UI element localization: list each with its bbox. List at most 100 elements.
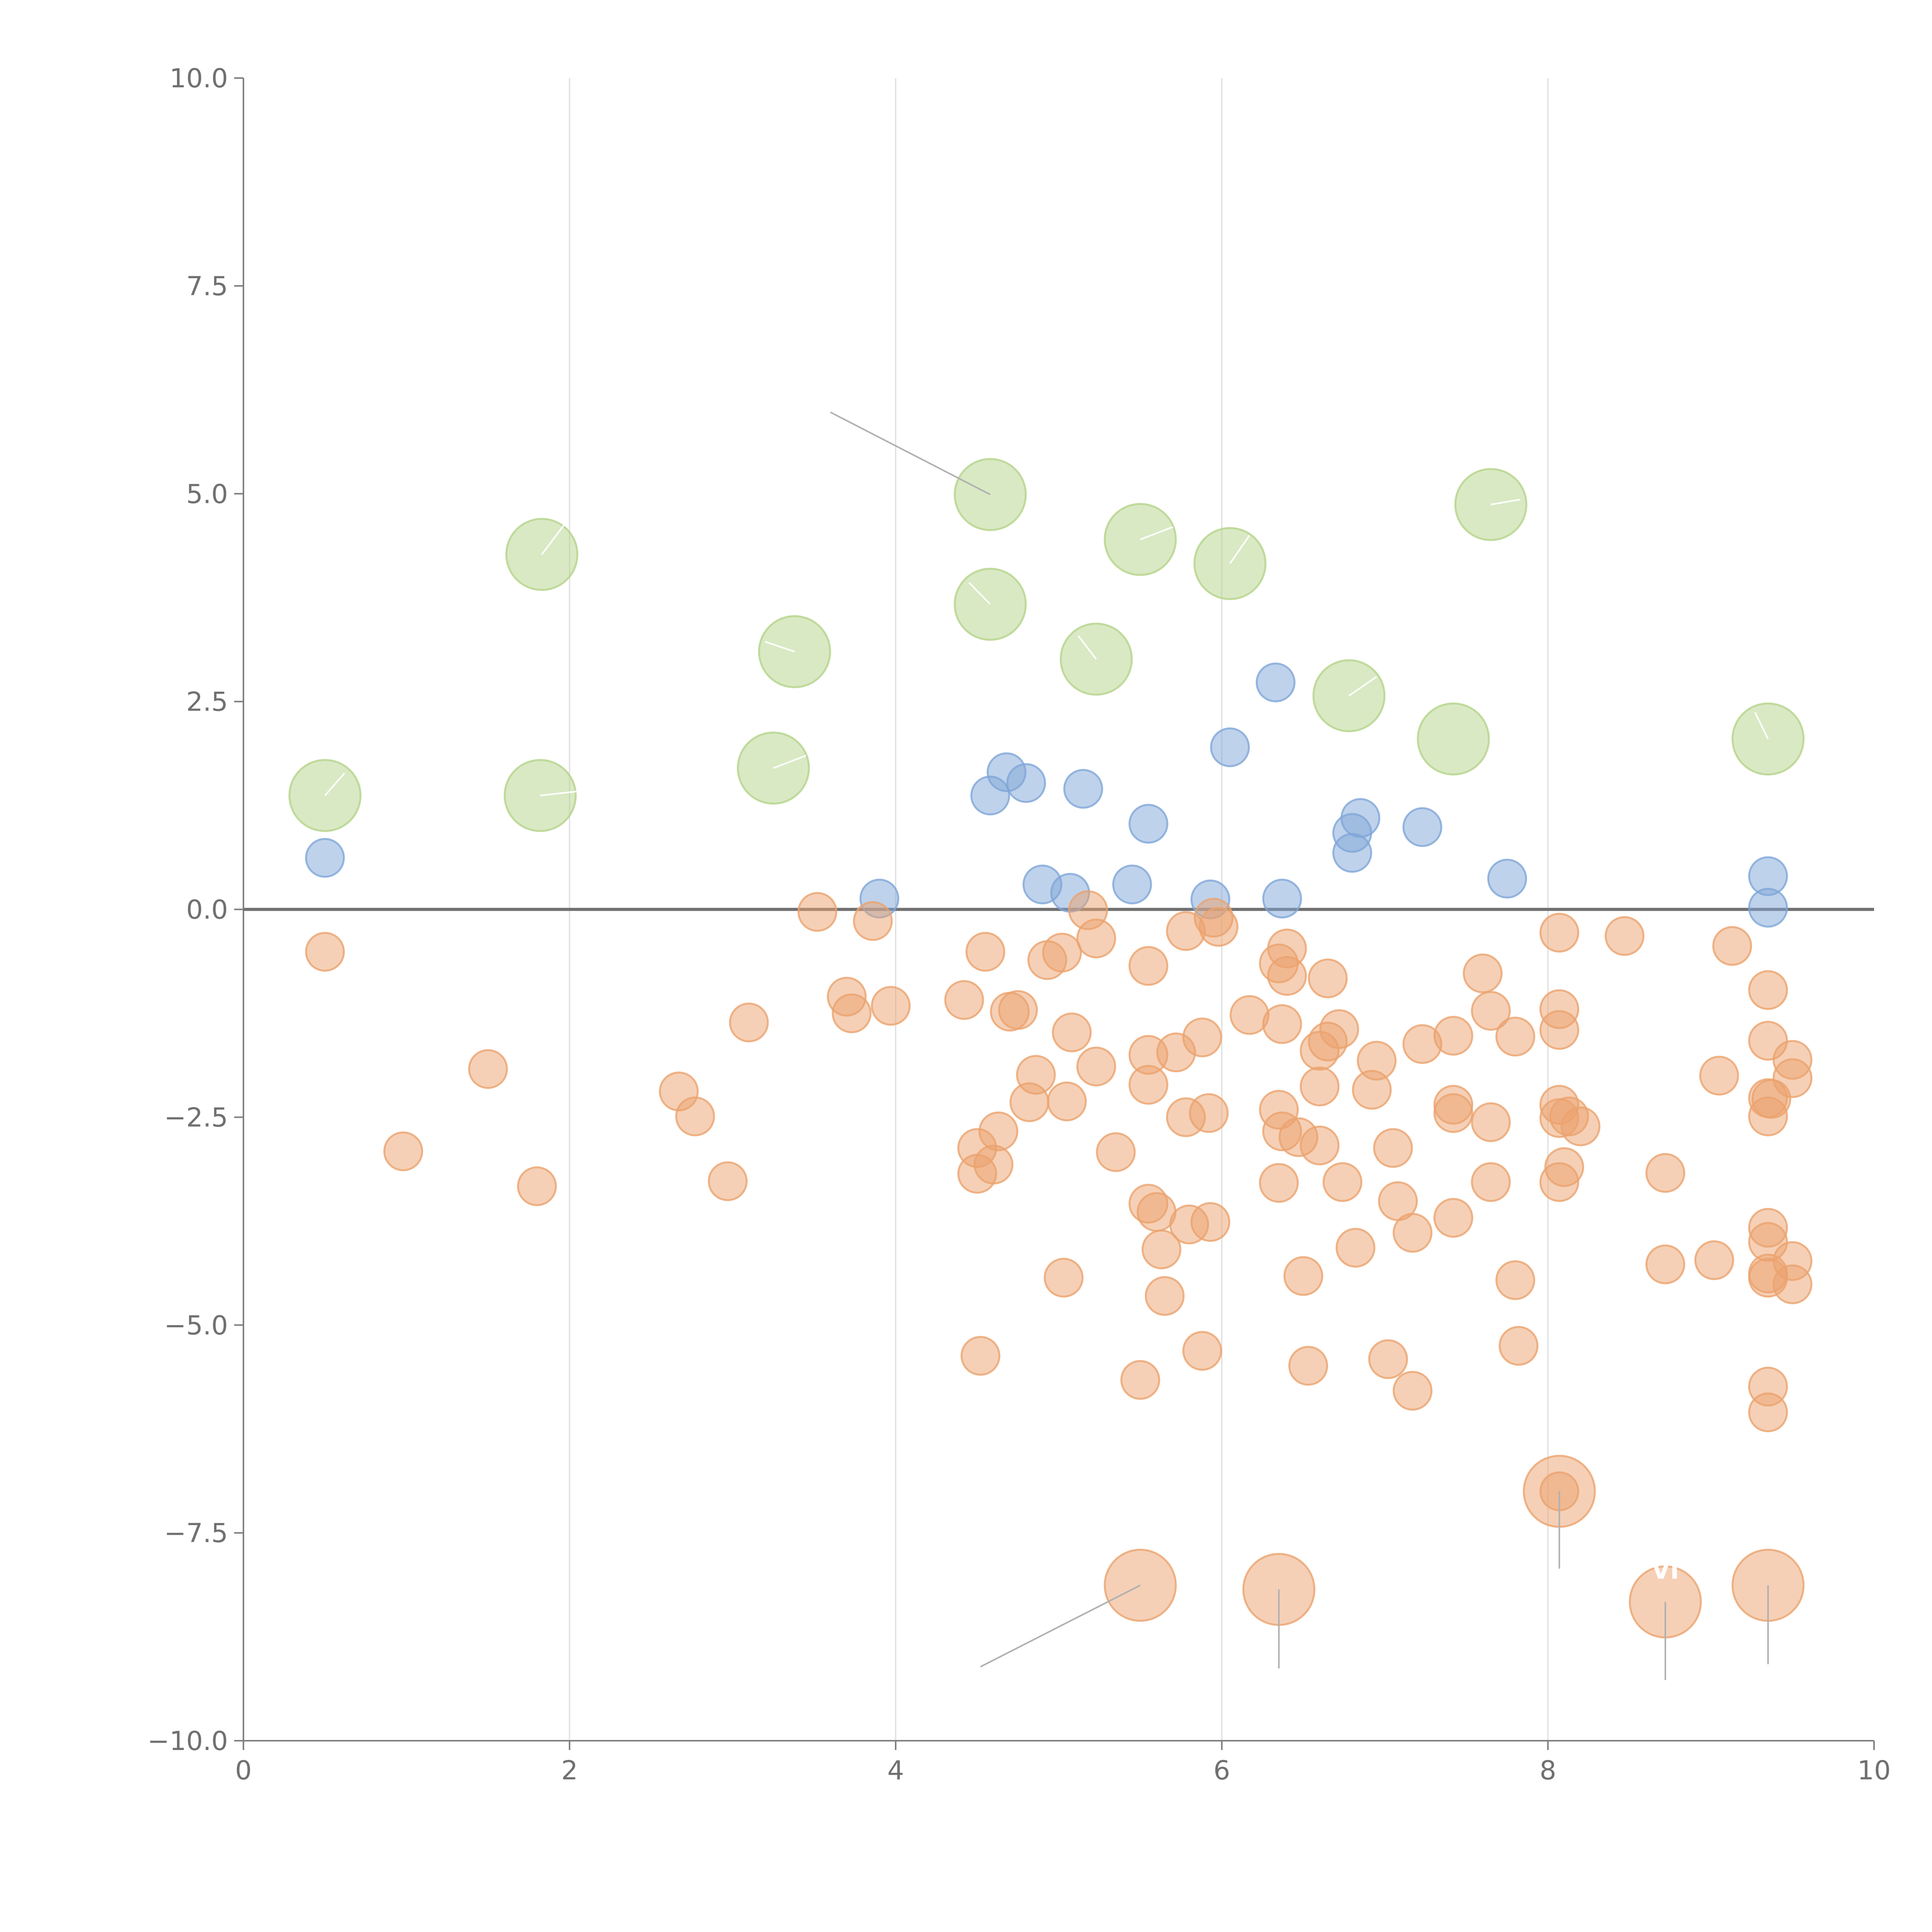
data-point-negative — [1694, 1240, 1734, 1280]
data-point-negative — [1120, 1360, 1160, 1400]
data-point-positive — [1487, 859, 1527, 899]
annotation-leader-line — [1140, 526, 1173, 540]
annotation-leader-line — [968, 582, 991, 605]
data-point-negative — [517, 1166, 557, 1206]
data-point-negative — [1044, 1258, 1084, 1298]
data-point-positive — [1340, 798, 1381, 838]
data-point-negative — [965, 932, 1005, 972]
data-point-negative — [1433, 1198, 1473, 1238]
data-point-negative — [1076, 1046, 1116, 1087]
data-point-negative — [1299, 1126, 1340, 1166]
data-point-negative — [1076, 918, 1116, 959]
annotation-leader-line — [324, 772, 345, 796]
data-point-positive — [1748, 888, 1788, 928]
data-point-positive — [1006, 763, 1046, 803]
data-point-negative — [1471, 1102, 1511, 1142]
y-tick-label: 0.0 — [186, 895, 228, 925]
data-point-annotated-high — [1417, 702, 1490, 776]
data-point-negative — [1319, 1009, 1359, 1049]
y-tick-label: 7.5 — [186, 271, 228, 302]
data-point-negative — [1645, 1244, 1685, 1284]
data-point-negative — [1748, 1392, 1788, 1432]
annotation-leader-line — [1078, 635, 1097, 660]
annotation-leader-line — [1349, 676, 1378, 697]
x-tick-label: 2 — [561, 1755, 578, 1786]
data-point-negative — [1199, 907, 1239, 947]
data-point-negative — [1368, 1339, 1408, 1379]
annotation-leader-line — [980, 1584, 1141, 1668]
data-point-negative — [1283, 1256, 1323, 1296]
x-tick-label: 0 — [235, 1755, 252, 1786]
data-point-positive — [1255, 662, 1296, 702]
data-point-negative — [1373, 1128, 1413, 1168]
y-tick-label: −7.5 — [164, 1518, 228, 1549]
data-point-negative — [1141, 1229, 1182, 1269]
data-point-negative — [383, 1131, 423, 1172]
data-point-positive — [305, 838, 345, 878]
annotation-layer: VI — [324, 412, 1769, 1680]
data-point-negative — [998, 990, 1038, 1030]
data-point-negative — [1145, 1276, 1185, 1316]
data-point-negative — [1335, 1228, 1376, 1268]
y-tick-label: 5.0 — [186, 479, 228, 510]
data-point-negative — [1357, 1041, 1397, 1081]
data-point-negative — [944, 980, 984, 1020]
points-layer — [288, 458, 1813, 1639]
x-tick-label: 4 — [887, 1755, 904, 1786]
data-point-negative — [797, 892, 837, 932]
x-tick-label: 8 — [1539, 1755, 1556, 1786]
data-point-negative — [1748, 970, 1788, 1010]
y-tick-label: 10.0 — [170, 63, 228, 94]
x-tick-label: 10 — [1857, 1755, 1891, 1786]
data-point-negative — [1267, 929, 1307, 969]
data-point-negative — [1495, 1260, 1536, 1300]
data-point-negative — [1016, 1055, 1056, 1095]
data-point-positive — [1128, 804, 1168, 844]
annotation-label: VI — [1651, 1556, 1679, 1585]
data-point-negative — [1560, 1106, 1600, 1146]
data-point-negative — [1259, 1163, 1299, 1203]
y-tick-label: −10.0 — [148, 1726, 228, 1757]
data-point-positive — [1402, 807, 1442, 847]
data-point-negative — [707, 1161, 748, 1201]
annotation-leader-line — [1490, 498, 1520, 505]
data-point-annotated-high — [737, 731, 810, 805]
data-point-negative — [1393, 1371, 1433, 1411]
data-point-negative — [960, 1336, 1000, 1376]
y-tick-label: 2.5 — [186, 687, 228, 718]
data-point-negative — [1433, 1016, 1473, 1056]
data-point-negative — [468, 1049, 508, 1089]
data-point-negative — [1322, 1162, 1362, 1202]
annotation-leader-line — [540, 790, 578, 796]
data-point-negative — [305, 932, 345, 972]
data-point-positive — [1210, 727, 1250, 767]
data-point-negative — [1539, 913, 1580, 953]
data-point-negative — [1308, 958, 1348, 998]
data-point-negative — [1471, 991, 1511, 1031]
data-point-negative — [1128, 946, 1168, 986]
data-point-positive — [1262, 879, 1302, 919]
data-point-negative — [1042, 932, 1082, 973]
annotation-leader-line — [541, 521, 567, 555]
data-point-negative — [1645, 1153, 1685, 1193]
data-point-negative — [1096, 1132, 1136, 1172]
data-point-negative — [1189, 1093, 1229, 1133]
data-point-negative — [973, 1145, 1014, 1185]
data-point-negative — [1463, 953, 1503, 993]
x-tick-label: 6 — [1213, 1755, 1230, 1786]
data-point-negative — [1471, 1162, 1511, 1202]
data-point-negative — [1544, 1147, 1584, 1187]
data-point-positive — [1112, 864, 1152, 905]
data-point-negative — [1262, 1004, 1302, 1044]
data-point-negative — [1699, 1056, 1739, 1096]
axes-layer: 0 2 4 6 8 10 −10.0 −7.5 −5.0 −2.5 0.0 2.5 5.0 7.5 10.0 — [148, 63, 1891, 1786]
data-point-negative — [978, 1111, 1019, 1151]
data-point-negative — [1182, 1017, 1222, 1058]
data-point-negative — [832, 993, 872, 1033]
data-point-negative — [1047, 1081, 1087, 1121]
annotation-leader-line — [1229, 535, 1250, 564]
data-point-negative — [1498, 1326, 1539, 1366]
data-point-negative — [1182, 1331, 1222, 1371]
data-point-negative — [1052, 1012, 1092, 1053]
